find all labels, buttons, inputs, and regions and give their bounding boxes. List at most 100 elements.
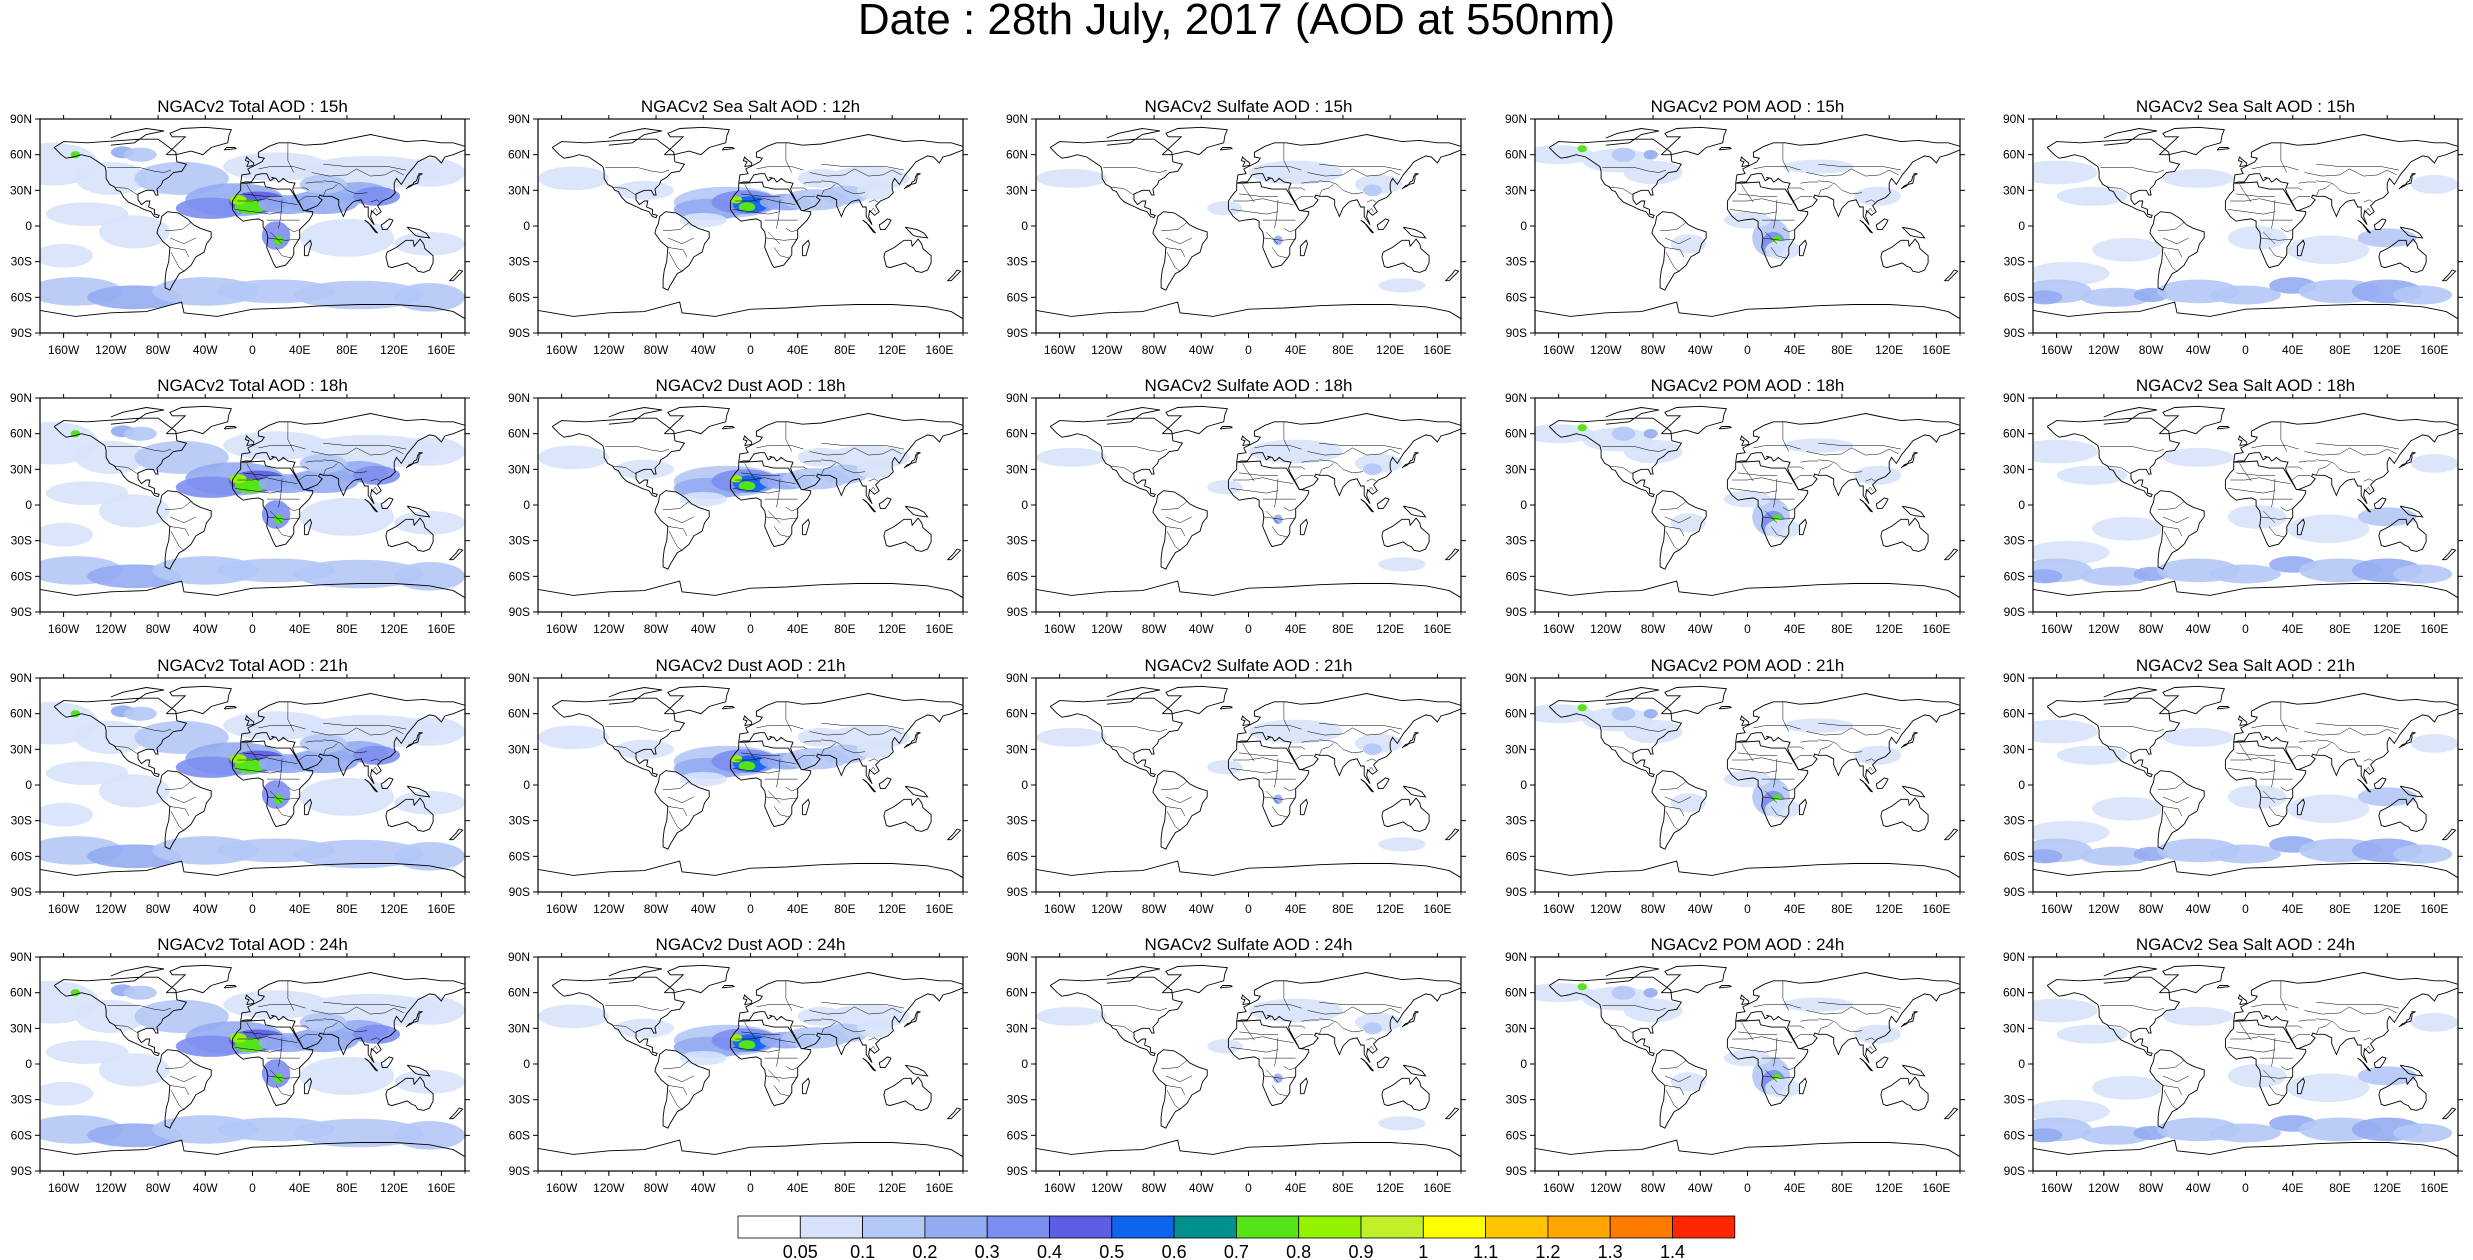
panel-title: NGACv2 Sea Salt AOD : 18h <box>2136 376 2355 395</box>
lat-tick-label: 60S <box>11 1128 32 1142</box>
aod-blob <box>394 996 465 1025</box>
lon-tick-label: 0 <box>1744 622 1751 636</box>
aod-blob <box>1782 718 1854 733</box>
lat-tick-label: 30S <box>2004 255 2025 269</box>
lon-tick-label: 160E <box>925 902 953 916</box>
country-borders <box>1602 701 1902 831</box>
lon-tick-label: 80E <box>1831 902 1852 916</box>
lon-tick-label: 0 <box>747 902 754 916</box>
lon-tick-label: 120W <box>1091 902 1123 916</box>
aod-blob <box>856 739 893 759</box>
colorbar-swatch <box>1360 1215 1424 1239</box>
lon-tick-label: 120E <box>1376 902 1404 916</box>
lon-tick-label: 80W <box>1142 343 1167 357</box>
lat-tick-label: 60N <box>1006 986 1028 1000</box>
lon-tick-label: 40W <box>193 343 218 357</box>
country-borders <box>605 421 905 551</box>
lon-tick-label: 80W <box>644 343 669 357</box>
lat-tick-label: 30N <box>508 1021 530 1035</box>
lon-tick-label: 40E <box>2282 343 2303 357</box>
lat-tick-label: 60S <box>509 569 530 583</box>
coastlines <box>2033 964 2458 1158</box>
lat-tick-label: 90S <box>1007 1164 1028 1178</box>
aod-blob <box>1611 147 1636 162</box>
coastlines <box>2033 405 2458 599</box>
country-borders <box>107 421 407 551</box>
lon-tick-label: 40E <box>787 1181 808 1195</box>
lon-tick-label: 120E <box>2373 622 2401 636</box>
lon-tick-label: 160E <box>427 902 455 916</box>
lat-tick-label: 90S <box>11 1164 32 1178</box>
lon-tick-label: 120E <box>1875 1181 1903 1195</box>
aod-blob <box>1273 235 1283 246</box>
aod-blob <box>730 755 743 763</box>
map-panel-3-1: NGACv2 Dust AOD : 24h 90N 60N 30N 0 30S 60S 90S… <box>508 935 968 1195</box>
aod-blob <box>2410 733 2458 753</box>
aod-blob <box>797 168 845 188</box>
country-borders <box>107 980 407 1110</box>
coastlines <box>538 405 963 599</box>
lon-tick-label: 160E <box>2420 1181 2448 1195</box>
aod-blob <box>2357 1066 2417 1086</box>
lon-tick-label: 40E <box>289 1181 310 1195</box>
lat-tick-label: 30S <box>11 814 32 828</box>
lat-tick-label: 0 <box>523 1057 530 1071</box>
lon-tick-label: 160W <box>1044 1181 1076 1195</box>
lon-tick-label: 80E <box>1332 622 1353 636</box>
lat-tick-label: 90N <box>508 391 530 405</box>
aod-blob <box>2092 796 2163 821</box>
aod-blob <box>75 161 147 195</box>
aod-blob <box>1623 998 1683 1023</box>
lat-tick-label: 90N <box>2003 671 2025 685</box>
aod-blob <box>1853 1024 1901 1044</box>
aod-blob <box>75 440 147 474</box>
lon-tick-label: 120W <box>1091 343 1123 357</box>
lon-tick-label: 160W <box>1044 343 1076 357</box>
country-borders <box>1103 421 1403 551</box>
aod-blob <box>1036 1006 1107 1026</box>
lat-tick-label: 0 <box>1520 498 1527 512</box>
lat-tick-label: 60N <box>1006 148 1028 162</box>
aod-blob <box>2227 1064 2287 1088</box>
lon-tick-label: 80W <box>2139 1181 2164 1195</box>
colorbar-swatch <box>1111 1215 1175 1239</box>
aod-blob <box>1378 837 1426 852</box>
map-background <box>538 398 963 612</box>
lon-tick-label: 80W <box>1641 1181 1666 1195</box>
lat-tick-label: 60S <box>509 1128 530 1142</box>
lon-tick-label: 0 <box>2242 1181 2249 1195</box>
aod-blob <box>2286 235 2370 265</box>
aod-blob <box>2162 727 2234 747</box>
lon-tick-label: 40E <box>1784 343 1805 357</box>
lat-tick-label: 60S <box>1007 849 1028 863</box>
aod-blob <box>1577 424 1587 432</box>
lon-tick-label: 40W <box>691 343 716 357</box>
lat-tick-label: 90N <box>508 671 530 685</box>
aod-blob <box>1378 1116 1426 1131</box>
aod-blob <box>394 283 465 312</box>
aod-blob <box>2033 1099 2110 1124</box>
aod-blob <box>40 1081 94 1106</box>
coastlines <box>1036 126 1461 320</box>
lat-tick-label: 90S <box>11 326 32 340</box>
aod-blob <box>538 1004 609 1029</box>
aod-blob <box>1248 439 1343 464</box>
lat-tick-label: 90S <box>509 1164 530 1178</box>
lon-tick-label: 40E <box>1784 1181 1805 1195</box>
aod-blob <box>827 1004 910 1029</box>
lon-tick-label: 80E <box>336 343 357 357</box>
aod-blob <box>1643 428 1658 439</box>
lon-tick-label: 40W <box>2186 1181 2211 1195</box>
aod-blob <box>70 430 81 438</box>
lon-tick-label: 160W <box>2041 622 2073 636</box>
lon-tick-label: 160W <box>48 902 80 916</box>
lat-tick-label: 30S <box>509 534 530 548</box>
map-background <box>538 678 963 892</box>
aod-blob <box>827 725 910 750</box>
lon-tick-label: 40E <box>289 622 310 636</box>
colorbar-swatch <box>799 1215 863 1239</box>
lon-tick-label: 160E <box>1423 343 1451 357</box>
colorbar-label: 1.1 <box>1473 1242 1498 1260</box>
country-borders <box>1103 701 1403 831</box>
lat-tick-label: 90S <box>509 326 530 340</box>
